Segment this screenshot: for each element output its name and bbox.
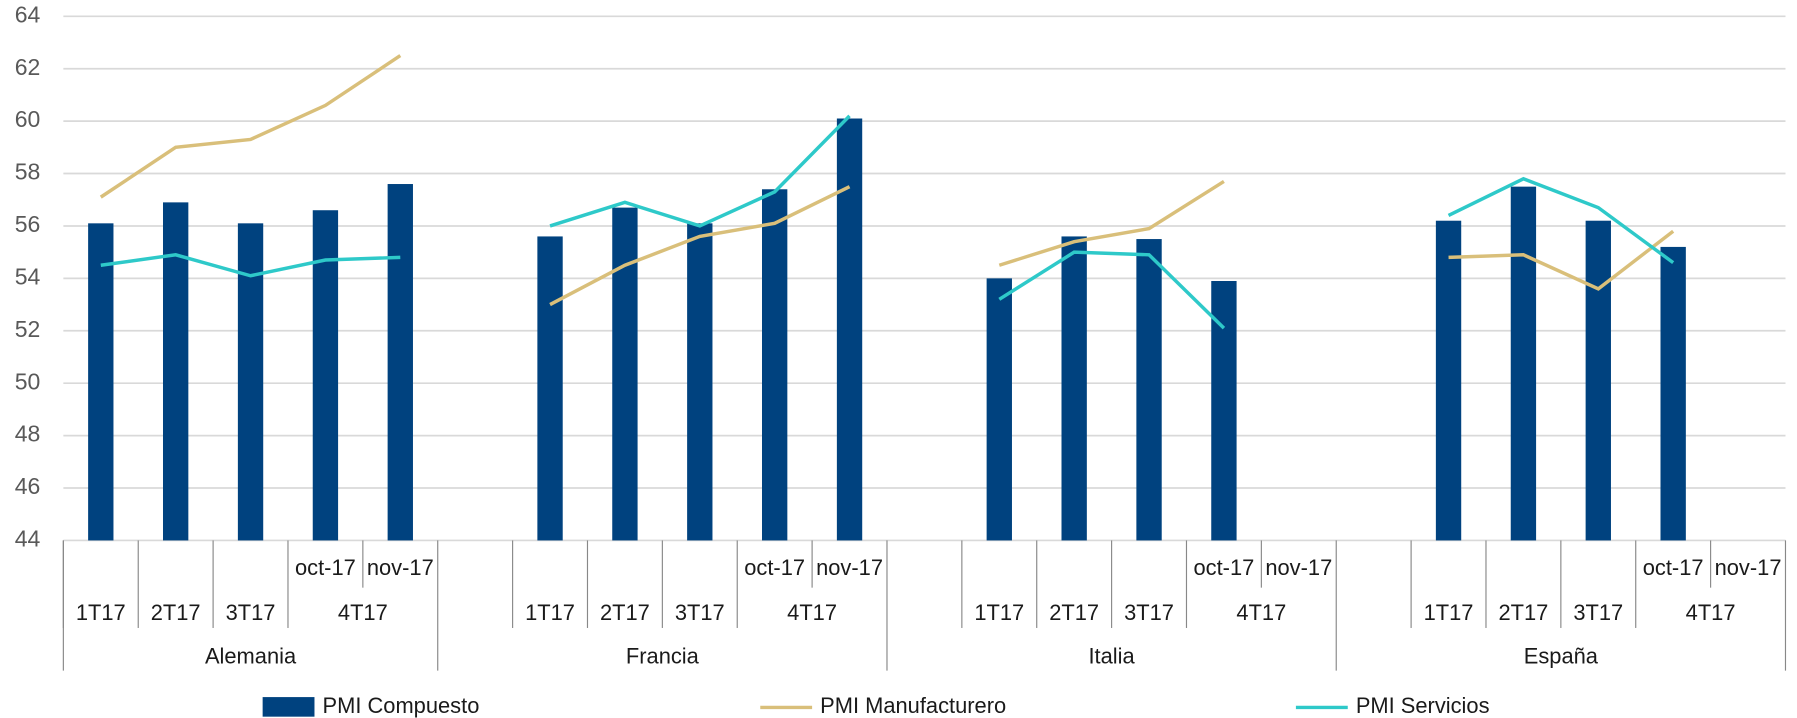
group-label: España [1524, 644, 1599, 669]
y-tick-label: 56 [15, 211, 41, 237]
bar [986, 278, 1012, 541]
legend-swatch [262, 697, 315, 717]
y-tick-label: 44 [15, 526, 41, 552]
bar [312, 210, 339, 541]
month-label: nov-17 [1265, 555, 1332, 580]
y-tick-label: 46 [15, 473, 41, 499]
quarter-label: 3T17 [1573, 600, 1623, 625]
legend-label: PMI Compuesto [323, 693, 480, 718]
y-tick-label: 48 [15, 421, 41, 447]
month-label: nov-17 [1715, 555, 1782, 580]
group-label: Alemania [205, 644, 297, 669]
bar [1585, 220, 1611, 541]
y-tick-label: 52 [15, 316, 41, 342]
group-label: Italia [1088, 644, 1135, 669]
quarter-label: 4T17 [1686, 600, 1736, 625]
line [100, 114, 1675, 330]
y-tick-label: 60 [15, 106, 41, 132]
quarter-label: 2T17 [1498, 600, 1548, 625]
month-label: oct-17 [1194, 555, 1255, 580]
quarter-label: 1T17 [1424, 600, 1474, 625]
bar [1660, 246, 1686, 541]
quarter-label: 2T17 [1049, 600, 1099, 625]
bar [836, 118, 863, 541]
bar [88, 223, 114, 541]
bar [1435, 220, 1462, 541]
month-label: oct-17 [1643, 555, 1704, 580]
bar [537, 236, 563, 541]
quarter-label: 1T17 [76, 600, 126, 625]
quarter-label: 3T17 [675, 600, 725, 625]
bar [1136, 239, 1162, 541]
bar [612, 207, 638, 541]
quarter-label: 2T17 [151, 600, 201, 625]
line [99, 54, 1675, 307]
y-tick-label: 50 [15, 368, 41, 394]
quarter-label: 4T17 [1236, 600, 1286, 625]
bar [237, 223, 264, 541]
bar [1211, 280, 1237, 541]
quarter-label: 1T17 [525, 600, 575, 625]
bar [687, 223, 713, 541]
group-label: Francia [626, 644, 700, 669]
bar [1061, 236, 1087, 541]
quarter-label: 1T17 [974, 600, 1024, 625]
month-label: nov-17 [367, 555, 434, 580]
bar [1510, 186, 1537, 541]
quarter-label: 2T17 [600, 600, 650, 625]
legend-label: PMI Manufacturero [820, 693, 1006, 718]
bar [387, 184, 413, 541]
quarter-label: 3T17 [1124, 600, 1174, 625]
y-tick-label: 64 [15, 1, 41, 27]
quarter-label: 4T17 [338, 600, 388, 625]
y-tick-label: 58 [15, 159, 41, 185]
quarter-label: 3T17 [226, 600, 276, 625]
y-tick-label: 62 [15, 54, 41, 80]
quarter-label: 4T17 [787, 600, 837, 625]
month-label: nov-17 [816, 555, 883, 580]
legend-label: PMI Servicios [1356, 693, 1490, 718]
bar [761, 189, 788, 541]
month-label: oct-17 [744, 555, 805, 580]
y-tick-label: 54 [15, 263, 41, 289]
month-label: oct-17 [295, 555, 356, 580]
